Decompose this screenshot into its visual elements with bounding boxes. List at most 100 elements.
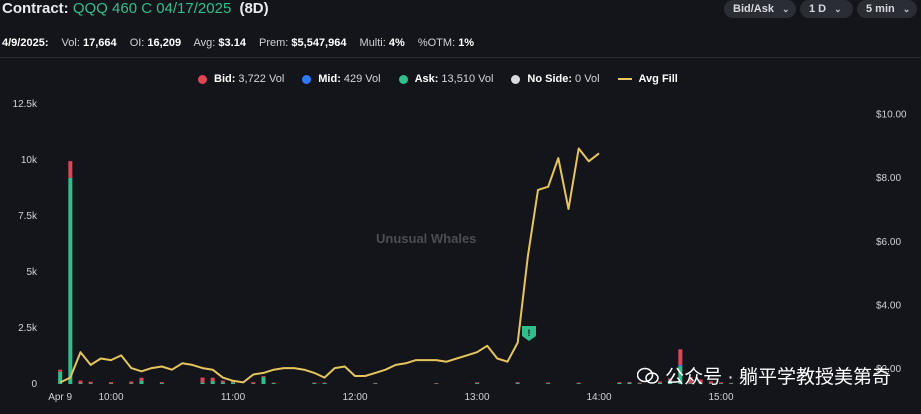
x-tick-label: 12:00	[342, 392, 367, 403]
y-left-tick-label: 0	[31, 379, 37, 390]
prem-label: Prem:	[259, 37, 289, 49]
bid-bar	[78, 380, 83, 384]
bid-bar	[88, 381, 93, 384]
ask-bar	[576, 383, 581, 384]
bid-bar	[251, 382, 256, 384]
ask-bar	[159, 383, 164, 384]
legend-ask[interactable]: Ask: 13,510 Vol	[398, 73, 494, 85]
ask-bar	[617, 382, 622, 384]
bid-bar	[688, 377, 693, 384]
bid-bar	[210, 377, 215, 382]
x-tick-label: Apr 9	[48, 392, 72, 403]
ask-bar	[68, 177, 73, 384]
ask-bar	[475, 383, 479, 384]
x-tick-label: 13:00	[464, 392, 489, 403]
ask-bar	[139, 380, 144, 384]
oi-label: OI:	[129, 37, 145, 49]
range-label: 1 D	[809, 3, 827, 15]
avg-fill-series-line	[59, 147, 600, 384]
bid-bar	[627, 381, 632, 383]
range-dropdown[interactable]: 1 D ⌄	[800, 0, 853, 18]
vol-label: Vol:	[61, 37, 80, 49]
volume-bars	[58, 161, 734, 384]
ask-bar	[637, 383, 642, 384]
ask-dot-icon	[398, 74, 408, 84]
alert-marker-glyph: !	[528, 328, 531, 338]
ask-bar	[515, 383, 520, 384]
legend-mid[interactable]: Mid: 429 Vol	[302, 73, 381, 85]
ask-bar	[58, 371, 63, 384]
axis-ticks: 0 2.5k 5k 7.5k 10k 12.5k $2.00 $4.00 $6.00 $8.00 $…	[13, 99, 907, 403]
days-to-expiry: (8D)	[239, 0, 269, 17]
ask-bar	[210, 381, 215, 384]
alert-marker[interactable]: !	[522, 326, 536, 341]
legend-bid[interactable]: Bid: 3,722 Vol	[198, 73, 284, 85]
bid-bar	[617, 382, 622, 383]
ask-bar	[729, 383, 734, 384]
legend-mid-value: 429 Vol	[343, 73, 381, 85]
ask-bar	[231, 382, 235, 384]
chevron-down-icon: ⌄	[902, 3, 911, 14]
chevron-down-icon: ⌄	[781, 3, 790, 14]
wechat-account-text: 公众号 · 躺平学教授美第奇	[665, 367, 891, 388]
ask-bar	[678, 366, 683, 384]
ask-bar	[627, 382, 632, 384]
ask-bar	[88, 383, 93, 384]
wechat-overlay: 公众号 · 躺平学教授美第奇	[637, 362, 891, 389]
side-mode-dropdown[interactable]: Bid/Ask ⌄	[724, 0, 796, 18]
y-right-tick-label: $8.00	[876, 173, 901, 184]
side-mode-label: Bid/Ask	[733, 3, 774, 15]
contract-value[interactable]: QQQ 460 C 04/17/2025	[72, 0, 232, 17]
contract-title: Contract: QQQ 460 C 04/17/2025 (8D)	[2, 0, 269, 17]
vol-value: 17,664	[82, 37, 117, 49]
bid-bar	[678, 349, 683, 365]
bid-bar	[515, 382, 520, 384]
y-right-tick-label: $4.00	[876, 300, 901, 311]
ask-bar	[78, 383, 83, 384]
ask-bar	[658, 382, 662, 384]
legend-avgfill[interactable]: Avg Fill	[617, 73, 681, 85]
interval-label: 5 min	[866, 3, 895, 15]
ask-bar	[546, 383, 551, 384]
ask-bar	[698, 383, 703, 384]
chevron-down-icon: ⌄	[834, 3, 842, 14]
multi-value: 4%	[388, 37, 405, 49]
ask-bar	[129, 383, 134, 384]
avg-label: Avg:	[193, 37, 216, 49]
stats-bar: 4/9/2025: Vol: 17,664 OI: 16,209 Avg: $3…	[2, 37, 484, 49]
oi-value: 16,209	[147, 37, 182, 49]
interval-dropdown[interactable]: 5 min ⌄	[857, 0, 917, 18]
bid-bar	[200, 377, 205, 383]
y-left-tick-label: 12.5k	[13, 99, 38, 110]
otm-value: 1%	[458, 37, 475, 49]
noside-dot-icon	[511, 74, 521, 84]
bid-bar	[708, 381, 713, 384]
x-tick-label: 11:00	[221, 392, 246, 403]
ask-bar	[271, 383, 276, 384]
legend-mid-label: Mid:	[318, 73, 341, 85]
bid-bar	[637, 382, 642, 384]
avg-value: $3.14	[218, 37, 246, 49]
avg-fill-line	[59, 147, 600, 384]
bid-bar	[129, 381, 134, 384]
legend-bid-value: 3,722 Vol	[238, 73, 285, 85]
legend-noside-label: No Side:	[527, 73, 573, 85]
otm-label: %OTM:	[417, 37, 456, 49]
legend-ask-label: Ask:	[414, 73, 439, 85]
bid-bar	[546, 382, 551, 384]
bid-bar	[109, 382, 113, 384]
y-left-tick-label: 10k	[21, 155, 38, 166]
avgfill-line-icon	[617, 78, 632, 80]
mid-dot-icon	[302, 74, 312, 84]
bid-bar	[159, 382, 164, 384]
contract-label: Contract:	[2, 0, 69, 17]
y-left-tick-label: 2.5k	[18, 323, 38, 334]
mid-bar	[678, 364, 683, 367]
legend-ask-value: 13,510 Vol	[441, 73, 494, 85]
legend-noside[interactable]: No Side: 0 Vol	[511, 73, 600, 85]
bid-bar	[658, 381, 662, 383]
bid-bar	[719, 382, 723, 384]
watermark: Unusual Whales	[376, 231, 476, 246]
bid-bar	[220, 380, 225, 383]
